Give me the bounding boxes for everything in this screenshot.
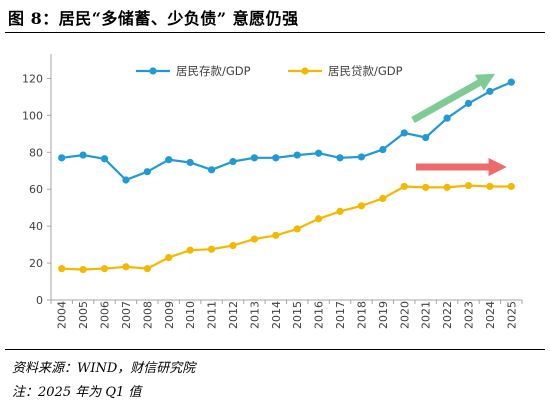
deposit-point [165,156,173,164]
deposit-point [79,151,87,159]
x-tick-label: 2017 [334,301,347,329]
y-tick-label: 100 [22,109,43,122]
title-rule [5,32,545,33]
x-tick-label: 2008 [141,301,154,329]
loan-point [336,207,344,215]
loan-point [293,225,301,233]
x-tick-label: 2024 [484,301,497,329]
deposit-point [443,114,451,122]
y-tick-label: 80 [29,146,43,159]
deposit-point [357,153,366,161]
loan-point [186,246,194,254]
deposit-point [100,155,109,163]
deposit-point [464,99,473,107]
x-tick-label: 2019 [377,301,390,329]
source-note: 资料来源：WIND，财信研究院 [12,361,196,376]
x-tick-label: 2009 [163,301,176,329]
legend-loan-marker [301,67,309,75]
y-tick-label: 120 [22,72,43,85]
loan-point [207,245,216,253]
loan-point [464,181,473,190]
loan-point [229,241,237,250]
deposit-point [422,133,430,142]
x-tick-label: 2023 [462,301,475,329]
loan-point [315,215,323,223]
uptrend-arrow-icon [411,73,496,124]
deposit-series-line [61,81,512,182]
x-tick-label: 2013 [248,301,261,329]
x-tick-label: 2025 [505,301,518,329]
loan-point [58,265,66,273]
deposit-point [122,176,130,184]
loan-point [100,265,109,273]
x-tick-label: 2007 [120,301,133,329]
loan-series-line [61,184,512,271]
loan-point [422,183,430,191]
y-tick-label: 0 [36,294,43,307]
deposit-point [486,87,494,95]
x-tick-label: 2021 [420,301,433,329]
deposit-point [58,154,66,162]
deposit-point [229,157,237,166]
deposit-point [143,168,151,176]
footnote: 注：2025 年为 Q1 值 [12,385,142,400]
loan-point [250,235,258,243]
deposit-point [315,149,323,157]
loan-point [143,265,151,273]
footer-rule [5,349,545,350]
x-tick-label: 2005 [77,301,90,329]
loan-point [379,194,387,203]
deposit-point [250,154,258,162]
loan-point [400,182,408,191]
x-tick-label: 2006 [99,301,112,329]
y-tick-label: 60 [29,183,43,196]
loan-point [357,202,366,210]
x-tick-label: 2016 [313,301,326,329]
x-tick-label: 2022 [441,301,454,329]
legend-deposit-marker [149,67,157,75]
deposit-point [207,166,216,174]
y-tick-label: 40 [29,220,43,233]
loan-point [79,265,87,274]
deposit-point [507,78,515,86]
x-tick-label: 2018 [355,301,368,329]
x-tick-label: 2020 [398,301,411,329]
loan-point [272,231,280,239]
chart: 0 20 40 60 80 100 120 2004 2005 2006 2007 2008 2009 2… [22,54,523,329]
legend-loan-label: 居民贷款/GDP [328,64,403,78]
deposit-point [336,154,344,162]
x-tick-label: 2010 [184,301,197,329]
deposit-point [293,151,301,159]
deposit-point [186,158,194,167]
page-title: 图 8：居民“多储蓄、少负债” 意愿仍强 [8,9,299,28]
deposit-point [272,154,280,162]
loan-point [165,253,173,262]
x-tick-label: 2011 [206,301,219,329]
loan-point [443,183,451,191]
deposit-point [379,145,387,154]
x-tick-label: 2012 [227,301,240,329]
x-tick-label: 2015 [291,301,304,329]
deposit-point [400,129,408,137]
loan-point [507,182,515,191]
x-tick-label: 2014 [270,301,283,329]
y-tick-label: 20 [29,257,43,270]
loan-point [486,182,494,191]
legend-deposit-label: 居民存款/GDP [176,64,251,78]
loan-point [122,263,130,271]
x-tick-label: 2004 [56,301,69,329]
